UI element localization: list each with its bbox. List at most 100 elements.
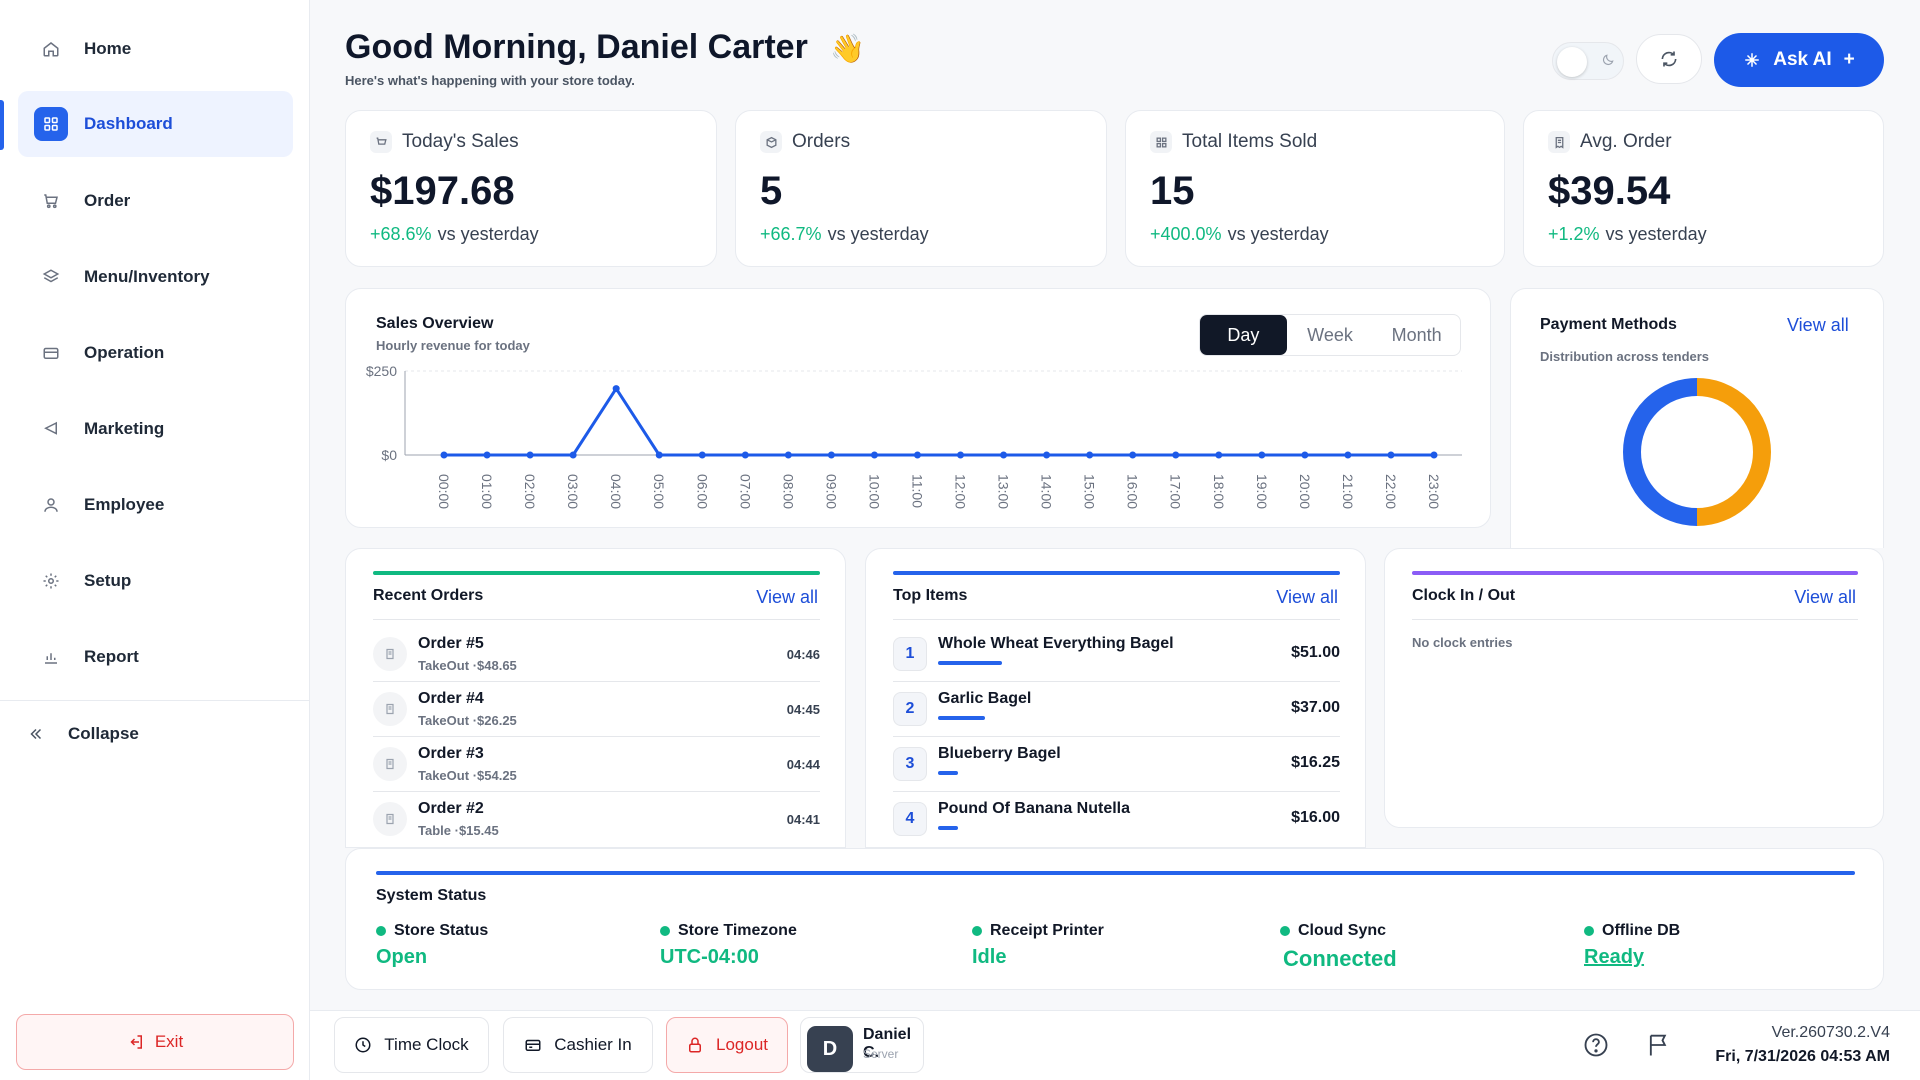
x-tick-label: 20:00 (1297, 474, 1313, 509)
stat-title: Orders (792, 131, 851, 152)
sidebar-item-menu-inventory[interactable]: Menu/Inventory (18, 244, 293, 310)
order-row[interactable]: Order #2 Table ·$15.45 04:41 (373, 792, 820, 847)
page-subtitle: Here's what's happening with your store … (345, 73, 635, 88)
exit-button[interactable]: Exit (16, 1014, 294, 1070)
sales-line-chart: $250 $0 00:00 01:00 02:00 03:00 04:00 05:00 06:0… (366, 363, 1462, 509)
top-item-row[interactable]: 1 Whole Wheat Everything Bagel $51.00 (893, 627, 1340, 682)
wave-emoji: 👋 (830, 33, 865, 64)
top-items-view-all[interactable]: View all (1276, 587, 1338, 607)
data-point (612, 385, 620, 393)
rank-badge: 3 (893, 747, 927, 781)
version-info: Ver.260730.2.V4 Fri, 7/31/2026 04:53 AM (1715, 1024, 1890, 1066)
sidebar-item-home[interactable]: Home (18, 16, 293, 82)
recent-orders-card: Recent Orders View all Order #5 TakeOut … (345, 548, 846, 848)
ask-ai-button[interactable]: Ask AI + (1714, 33, 1884, 87)
data-point (569, 451, 577, 459)
cart-icon (370, 131, 392, 153)
order-meta: TakeOut ·$26.25 (418, 713, 517, 728)
order-row[interactable]: Order #4 TakeOut ·$26.25 04:45 (373, 682, 820, 737)
top-item-row[interactable]: 3 Blueberry Bagel $16.25 (893, 737, 1340, 792)
collapse-button[interactable]: Collapse (18, 716, 139, 752)
sidebar-item-setup[interactable]: Setup (18, 548, 293, 614)
data-point (870, 451, 878, 459)
theme-toggle[interactable] (1552, 42, 1624, 80)
tab-day[interactable]: Day (1200, 315, 1287, 355)
data-point (526, 451, 534, 459)
logout-button[interactable]: Logout (666, 1017, 788, 1073)
sidebar-item-label: Menu/Inventory (84, 267, 210, 286)
cashier-in-button[interactable]: Cashier In (503, 1017, 653, 1073)
order-row[interactable]: Order #5 TakeOut ·$48.65 04:46 (373, 627, 820, 682)
sidebar-item-report[interactable]: Report (18, 624, 293, 690)
user-profile-chip[interactable]: D Daniel C. Server (800, 1017, 924, 1073)
tab-week[interactable]: Week (1307, 324, 1353, 345)
status-label: Receipt Printer (990, 922, 1104, 939)
order-amount: ·$26.25 (472, 713, 517, 728)
range-segmented-control: Day Week Month (1199, 314, 1461, 356)
x-tick-label: 22:00 (1383, 474, 1399, 509)
x-tick-label: 14:00 (1039, 474, 1055, 509)
top-item-row[interactable]: 2 Garlic Bagel $37.00 (893, 682, 1340, 737)
logout-label: Logout (716, 1035, 768, 1054)
recent-orders-view-all[interactable]: View all (756, 587, 818, 607)
clock-view-all[interactable]: View all (1794, 587, 1856, 607)
item-share-bar (938, 716, 985, 720)
stat-change: +400.0% (1150, 224, 1222, 244)
recent-orders-accent (373, 571, 820, 575)
receipt-icon (373, 637, 407, 671)
time-clock-button[interactable]: Time Clock (334, 1017, 489, 1073)
stat-value: $197.68 (370, 169, 515, 213)
sidebar-item-marketing[interactable]: Marketing (18, 396, 293, 462)
item-share-bar (938, 826, 958, 830)
order-amount: ·$48.65 (472, 658, 517, 673)
sidebar-item-dashboard[interactable]: Dashboard (18, 91, 293, 157)
receipt-icon (373, 692, 407, 726)
status-label: Store Timezone (678, 922, 797, 939)
sidebar-item-label: Employee (84, 495, 165, 514)
sparkle-icon (1743, 51, 1761, 69)
sidebar-item-operation[interactable]: Operation (18, 320, 293, 386)
order-name: Order #4 (418, 690, 484, 707)
receipt-icon (1548, 131, 1570, 153)
x-tick-label: 01:00 (479, 474, 495, 509)
order-type: TakeOut (418, 713, 470, 728)
flag-icon[interactable] (1645, 1031, 1675, 1061)
user-name: Daniel C. (863, 1026, 912, 1061)
item-price: $51.00 (1291, 644, 1340, 661)
receipt-icon (373, 747, 407, 781)
sidebar-item-order[interactable]: Order (18, 168, 293, 234)
status-dot (376, 926, 386, 936)
data-point (957, 451, 965, 459)
status-value-link[interactable]: Ready (1584, 946, 1645, 968)
exit-icon (127, 1033, 145, 1051)
refresh-icon (1659, 49, 1679, 69)
sidebar-item-employee[interactable]: Employee (18, 472, 293, 538)
data-point (1172, 451, 1180, 459)
stat-change: +66.7% (760, 224, 822, 244)
item-share-bar (938, 771, 958, 775)
top-item-row[interactable]: 4 Pound Of Banana Nutella $16.00 (893, 792, 1340, 847)
order-meta: Table ·$15.45 (418, 823, 499, 838)
stat-change-suffix: vs yesterday (437, 224, 539, 244)
order-row[interactable]: Order #3 TakeOut ·$54.25 04:44 (373, 737, 820, 792)
x-tick-label: 12:00 (953, 474, 969, 509)
sales-overview-title: Sales Overview (376, 315, 494, 332)
clock-card: Clock In / Out View all No clock entries (1384, 548, 1884, 828)
data-point (655, 451, 663, 459)
tab-month[interactable]: Month (1391, 324, 1442, 345)
stat-card-orders: Orders 5 +66.7% vs yesterday (735, 110, 1107, 267)
receipt-icon (373, 802, 407, 836)
refresh-button[interactable] (1636, 34, 1702, 84)
stat-change: +1.2% (1548, 224, 1600, 244)
data-point (827, 451, 835, 459)
order-meta: TakeOut ·$48.65 (418, 658, 517, 673)
item-name: Pound Of Banana Nutella (938, 800, 1131, 817)
order-type: Table (418, 823, 451, 838)
clock-icon (354, 1036, 372, 1054)
order-type: TakeOut (418, 658, 470, 673)
data-point (741, 451, 749, 459)
payment-methods-view-all[interactable]: View all (1787, 315, 1849, 335)
data-point (1430, 451, 1438, 459)
help-icon[interactable] (1582, 1031, 1612, 1061)
user-role: Server (863, 1047, 899, 1061)
